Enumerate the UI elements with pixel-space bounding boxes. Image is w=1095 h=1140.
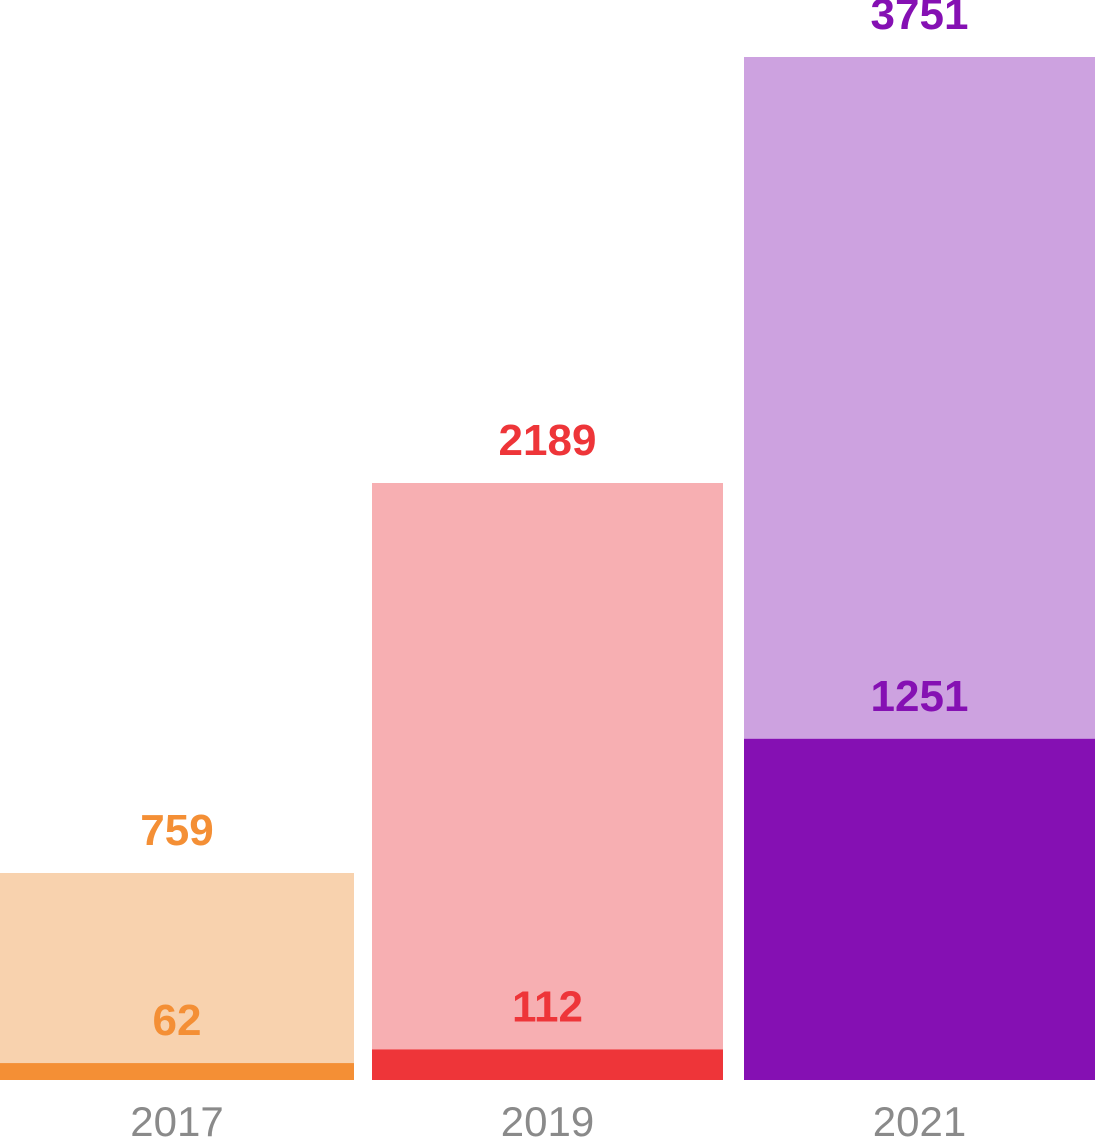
bar-part-2017 <box>0 1063 354 1080</box>
x-tick-label-2021: 2021 <box>873 1098 966 1140</box>
bars-group <box>0 57 1095 1080</box>
bar-total-2019 <box>372 483 723 1080</box>
value-label-total-2021: 3751 <box>871 0 969 39</box>
bar-part-2021 <box>744 738 1095 1080</box>
value-label-total-2019: 2189 <box>499 416 597 465</box>
x-tick-label-2019: 2019 <box>501 1098 594 1140</box>
bar-part-2019 <box>372 1049 723 1080</box>
value-labels-group: 759 62 2189 112 3751 1251 <box>140 0 968 1045</box>
value-label-part-2019: 112 <box>512 982 583 1031</box>
x-axis-tick-labels: 2017 2019 2021 <box>130 1098 966 1140</box>
value-label-part-2021: 1251 <box>871 672 969 721</box>
x-tick-label-2017: 2017 <box>130 1098 223 1140</box>
bar-total-2017 <box>0 873 354 1080</box>
value-label-total-2017: 759 <box>140 806 213 855</box>
value-label-part-2017: 62 <box>153 996 202 1045</box>
